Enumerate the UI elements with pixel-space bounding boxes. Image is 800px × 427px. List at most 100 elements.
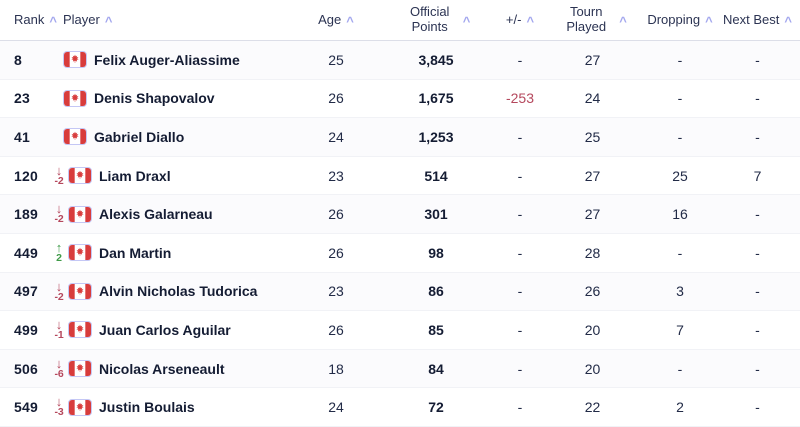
table-row[interactable]: 120 ↓ -2 Liam Draxl 23 514 - 27 25 7: [0, 157, 800, 196]
rank-value: 549: [14, 399, 38, 416]
tourn-played-header-label: Tourn Played: [566, 4, 607, 34]
table-row[interactable]: 189 ↓ -2 Alexis Galarneau 26 301 - 27 16…: [0, 195, 800, 234]
column-header-age[interactable]: Age ^: [318, 11, 354, 29]
table-row[interactable]: 41 Gabriel Diallo 24 1,253 - 25 - -: [0, 118, 800, 157]
tourn-played-value: 22: [584, 399, 601, 416]
age-value: 24: [328, 128, 344, 145]
official-points-value: 1,675: [418, 90, 454, 107]
canada-flag-icon: [68, 167, 92, 185]
column-header-next-best[interactable]: Next Best ^: [723, 11, 792, 29]
movement-arrow-icon: ↓: [55, 201, 63, 217]
tourn-played-value: 27: [584, 51, 601, 68]
column-header-rank[interactable]: Rank ^: [14, 11, 57, 29]
rank-value: 499: [14, 321, 38, 338]
table-row[interactable]: 549 ↓ -3 Justin Boulais 24 72 - 22 2 -: [0, 388, 800, 427]
table-row[interactable]: 8 Felix Auger-Aliassime 25 3,845 - 27 - …: [0, 41, 800, 80]
next-best-value: -: [755, 244, 760, 261]
player-name[interactable]: Alexis Galarneau: [99, 206, 213, 223]
rank-movement: ↓ -3: [50, 395, 68, 418]
next-best-value: -: [755, 360, 760, 377]
official-points-value: 86: [428, 283, 444, 300]
table-row[interactable]: 23 Denis Shapovalov 26 1,675 -253 24 - -: [0, 80, 800, 119]
next-best-value: -: [755, 90, 760, 107]
age-value: 18: [328, 360, 344, 377]
official-points-value: 301: [424, 206, 448, 223]
plus-minus-value: -253: [505, 90, 535, 107]
dropping-value: -: [677, 244, 683, 261]
official-points-header-label: Official Points: [409, 4, 450, 34]
official-points-value: 3,845: [418, 51, 454, 68]
column-header-tourn-played[interactable]: Tourn Played ^: [540, 4, 645, 35]
player-name[interactable]: Justin Boulais: [99, 399, 195, 416]
column-header-official-points[interactable]: Official Points ^: [372, 4, 500, 35]
rank-value: 497: [14, 283, 38, 300]
plus-minus-value: -: [517, 321, 523, 338]
official-points-value: 85: [428, 321, 444, 338]
dropping-header-label: Dropping: [647, 11, 701, 27]
column-header-dropping[interactable]: Dropping ^: [647, 11, 713, 29]
movement-value: -1: [54, 329, 64, 342]
movement-arrow-icon: ↑: [55, 239, 63, 255]
rank-cell: 41: [0, 129, 50, 145]
movement-value: -6: [54, 367, 64, 380]
rank-movement: ↓ -2: [50, 162, 68, 187]
player-cell: ↓ -3 Justin Boulais: [50, 395, 300, 418]
dropping-value: -: [677, 51, 683, 68]
canada-flag-icon: [68, 205, 92, 223]
next-best-header-label: Next Best: [723, 11, 780, 27]
rank-value: 189: [14, 206, 38, 223]
plus-minus-header-label: +/-: [505, 11, 522, 27]
canada-flag-icon: [68, 360, 92, 378]
next-best-value: -: [755, 399, 760, 416]
player-name[interactable]: Dan Martin: [99, 244, 172, 261]
plus-minus-value: -: [517, 244, 523, 261]
rank-movement: ↓ -2: [50, 280, 68, 303]
dropping-value: -: [677, 90, 683, 107]
table-row[interactable]: 506 ↓ -6 Nicolas Arseneault 18 84 - 20 -…: [0, 349, 800, 389]
canada-flag-icon: [63, 51, 87, 69]
column-header-player[interactable]: Player ^: [63, 11, 113, 29]
next-best-value: -: [755, 128, 760, 145]
player-cell: ↓ -2 Alvin Nicholas Tudorica: [50, 280, 300, 303]
table-row[interactable]: 499 ↓ -1 Juan Carlos Aguilar 26 85 - 20 …: [0, 311, 800, 350]
plus-minus-value: -: [517, 360, 523, 377]
movement-value: -2: [54, 213, 64, 226]
rank-cell: 23: [0, 90, 50, 106]
player-cell: Denis Shapovalov: [50, 89, 300, 107]
player-name[interactable]: Felix Auger-Aliassime: [94, 51, 240, 68]
official-points-value: 514: [424, 167, 448, 184]
age-value: 26: [328, 321, 344, 338]
movement-arrow-icon: ↓: [55, 162, 63, 178]
rank-cell: 549: [0, 399, 50, 415]
age-value: 26: [328, 244, 344, 261]
tourn-played-value: 25: [584, 128, 601, 145]
canada-flag-icon: [68, 321, 92, 339]
player-name[interactable]: Gabriel Diallo: [94, 128, 185, 145]
rank-value: 449: [14, 244, 38, 261]
table-row[interactable]: 497 ↓ -2 Alvin Nicholas Tudorica 23 86 -…: [0, 272, 800, 312]
player-cell: ↑ 2 Dan Martin: [50, 239, 300, 264]
dropping-value: -: [677, 128, 683, 145]
player-name[interactable]: Alvin Nicholas Tudorica: [99, 283, 258, 300]
player-cell: ↓ -1 Juan Carlos Aguilar: [50, 318, 300, 342]
player-cell: ↓ -6 Nicolas Arseneault: [50, 357, 300, 380]
tourn-played-value: 28: [584, 244, 601, 261]
dropping-value: -: [677, 360, 683, 377]
next-best-value: -: [755, 51, 760, 68]
plus-minus-value: -: [517, 51, 523, 68]
tourn-played-value: 20: [584, 360, 601, 377]
player-name[interactable]: Juan Carlos Aguilar: [99, 321, 231, 338]
player-name[interactable]: Liam Draxl: [99, 167, 171, 184]
canada-flag-icon: [68, 282, 92, 300]
canada-flag-icon: [63, 128, 87, 146]
player-name[interactable]: Nicolas Arseneault: [99, 360, 225, 377]
table-row[interactable]: 449 ↑ 2 Dan Martin 26 98 - 28 - -: [0, 234, 800, 273]
official-points-value: 84: [428, 360, 444, 377]
player-name[interactable]: Denis Shapovalov: [94, 90, 215, 107]
player-cell: ↓ -2 Alexis Galarneau: [50, 201, 300, 226]
column-header-plus-minus[interactable]: +/- ^: [505, 11, 535, 29]
rank-value: 120: [14, 167, 38, 184]
age-header-label: Age: [318, 11, 342, 27]
tourn-played-value: 24: [584, 90, 601, 107]
